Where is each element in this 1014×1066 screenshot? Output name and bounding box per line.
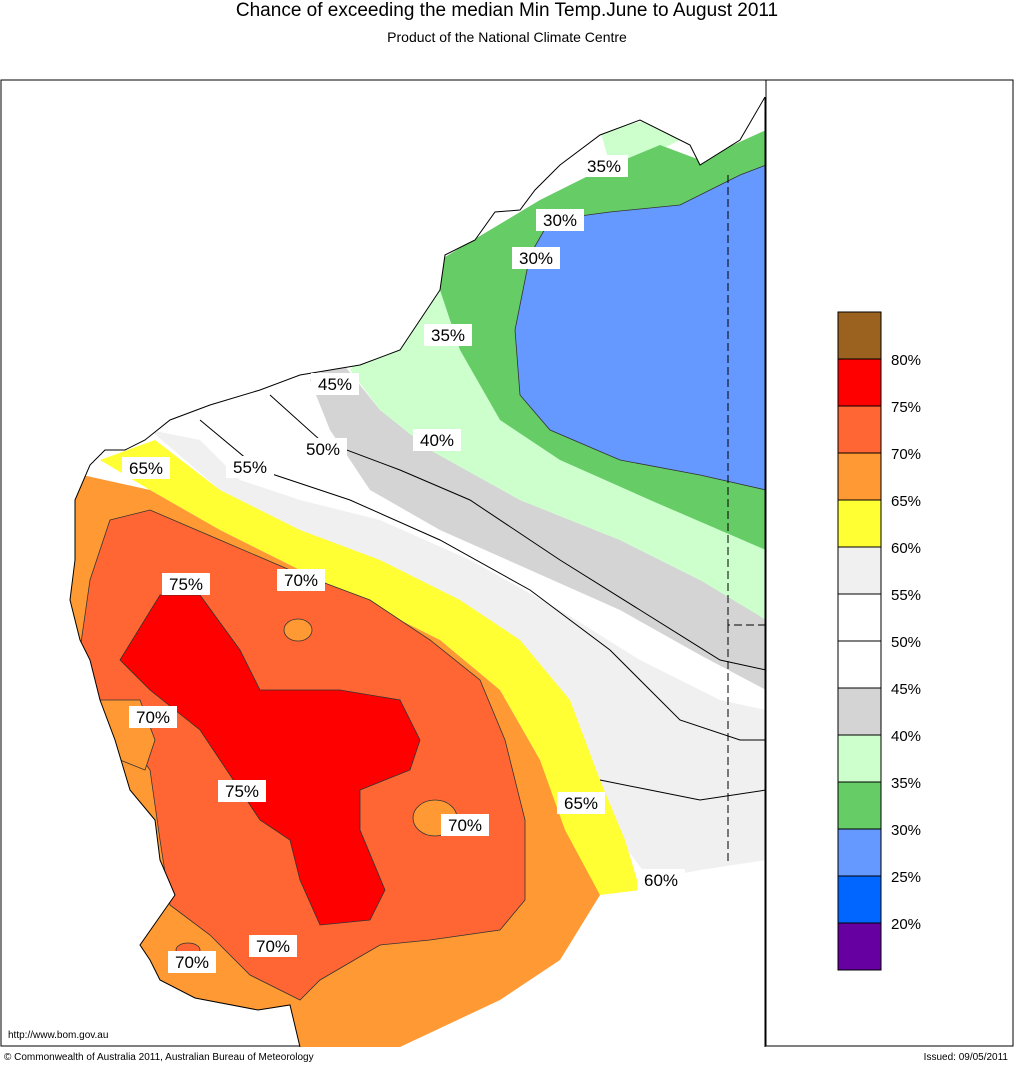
label-bg <box>637 869 685 891</box>
legend-swatch <box>837 640 882 689</box>
contour-60a <box>599 779 765 801</box>
label-bg <box>168 951 216 973</box>
label-bg <box>512 247 560 269</box>
legend-label: 80% <box>891 352 921 369</box>
copyright-text: © Commonwealth of Australia 2011, Austra… <box>4 1052 314 1063</box>
legend-label: 25% <box>891 869 921 886</box>
contour-label: 35% <box>431 326 465 345</box>
contour-label: 50% <box>306 440 340 459</box>
legend-swatch <box>837 405 882 454</box>
contour-label: 75% <box>225 782 259 801</box>
contour-labels: 35% 30% 30% 35% 45% 40% 50% 55% 65% 70% … <box>122 155 685 973</box>
contour-label: 40% <box>420 431 454 450</box>
legend-label: 70% <box>891 446 921 463</box>
contour-label: 70% <box>175 953 209 972</box>
coastline <box>69 96 766 1047</box>
legend-label: 55% <box>891 587 921 604</box>
legend-label: 35% <box>891 775 921 792</box>
contour-label: 65% <box>129 459 163 478</box>
label-bg <box>413 429 461 451</box>
legend-swatch <box>837 546 882 595</box>
legend-swatch <box>837 734 882 783</box>
legend-label: 30% <box>891 822 921 839</box>
contour-label: 70% <box>284 571 318 590</box>
legend: 80% 75% 70% 65% 60% 55% 50% 45% 40% 35% 30% 25% 20% <box>837 311 921 971</box>
label-bg <box>249 935 297 957</box>
contour-label: 45% <box>318 375 352 394</box>
label-bg <box>226 456 274 478</box>
label-bg <box>441 814 489 836</box>
legend-swatch <box>837 499 882 548</box>
contour-label: 70% <box>136 708 170 727</box>
issued-date: Issued: 09/05/2011 <box>923 1052 1008 1063</box>
zone-35-40-north <box>600 120 680 165</box>
contour-label: 65% <box>564 794 598 813</box>
contour-label: 55% <box>233 458 267 477</box>
legend-label: 75% <box>891 399 921 416</box>
label-bg <box>536 209 584 231</box>
label-bg <box>299 438 347 460</box>
label-bg <box>129 706 177 728</box>
legend-swatch <box>837 922 882 971</box>
legend-label: 50% <box>891 634 921 651</box>
label-bg <box>218 780 266 802</box>
zone-25-30 <box>514 164 765 491</box>
legend-label: 20% <box>891 916 921 933</box>
contour-55 <box>199 419 765 741</box>
legend-swatch <box>837 452 882 501</box>
contour-label: 75% <box>169 575 203 594</box>
zone-35-40 <box>350 290 765 620</box>
legend-swatch <box>837 781 882 830</box>
legend-swatch <box>837 828 882 877</box>
legend-swatch <box>837 875 882 924</box>
zone-75-80 <box>119 594 421 926</box>
source-url: http://www.bom.gov.au <box>8 1030 109 1041</box>
legend-swatch <box>837 593 882 642</box>
label-bg <box>162 573 210 595</box>
contour-label: 35% <box>587 157 621 176</box>
map-frame: 35% 30% 30% 35% 45% 40% 50% 55% 65% 70% … <box>0 79 1014 1047</box>
legend-label: 45% <box>891 681 921 698</box>
legend-swatch <box>837 311 882 360</box>
page-subtitle: Product of the National Climate Centre <box>387 29 627 45</box>
contour-label: 30% <box>519 249 553 268</box>
legend-label: 40% <box>891 728 921 745</box>
legend-swatch <box>837 687 882 736</box>
label-bg <box>580 155 628 177</box>
zone-40-45 <box>310 360 765 690</box>
label-bg <box>557 792 605 814</box>
contour-label: 60% <box>644 871 678 890</box>
label-bg <box>311 373 359 395</box>
label-bg <box>122 457 170 479</box>
page-title: Chance of exceeding the median Min Temp.… <box>235 0 779 21</box>
legend-label: 60% <box>891 540 921 557</box>
legend-label: 65% <box>891 493 921 510</box>
legend-swatch <box>837 358 882 407</box>
contour-label: 70% <box>256 937 290 956</box>
zone-60-65 <box>100 440 640 895</box>
contour-label: 70% <box>448 816 482 835</box>
label-bg <box>277 569 325 591</box>
zone-small-island-1 <box>283 618 313 642</box>
zone-55-60 <box>150 430 765 880</box>
label-bg <box>424 324 472 346</box>
contour-label: 30% <box>543 211 577 230</box>
